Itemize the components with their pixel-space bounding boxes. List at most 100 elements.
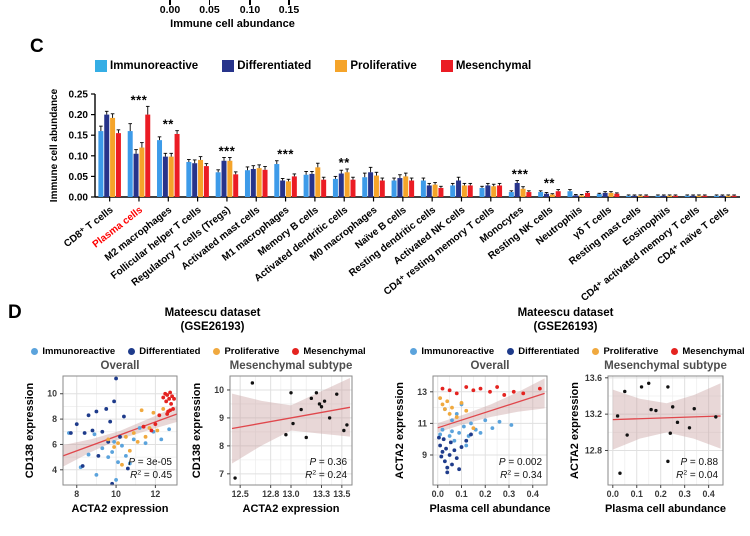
plot-title: Overall — [471, 360, 510, 372]
bar — [637, 195, 643, 197]
y-tick-label: 4 — [52, 465, 57, 475]
x-axis-title: Plasma cell abundance — [429, 503, 550, 515]
x-tick-label: 13.5 — [333, 489, 350, 499]
bar — [303, 174, 309, 197]
axis-tick — [208, 0, 211, 5]
axis-title: Immune cell abundance — [170, 18, 295, 30]
scatter-overall-left: 8 10 12 4 6 8 10 Overall ACTA2 expression CD138 e… — [20, 358, 187, 525]
legend-item-differentiated: Differentiated — [128, 346, 200, 357]
y-tick-label: 6 — [52, 439, 57, 449]
plot-grid — [63, 376, 177, 485]
bar — [391, 180, 397, 197]
bar — [690, 195, 696, 197]
bar — [285, 181, 291, 197]
legend-item-differentiated: Differentiated — [222, 60, 311, 72]
y-tick-label: 10 — [214, 385, 224, 395]
legend-item-mesenchymal: Mesenchymal — [292, 346, 366, 357]
plot-title: Mesenchymal subtype — [230, 360, 353, 372]
legend-swatch-icon — [507, 348, 515, 355]
confidence-band — [232, 377, 350, 464]
legend-swatch-icon — [222, 60, 235, 72]
legend-item-mesenchymal: Mesenchymal — [440, 60, 531, 72]
bar — [309, 173, 315, 197]
y-tick-label: 8 — [219, 441, 224, 451]
bar — [362, 177, 368, 197]
bar — [98, 131, 104, 197]
legend-label: Immunoreactive — [42, 346, 116, 357]
legend-label: Differentiated — [518, 346, 580, 357]
y-tick-label: 8 — [52, 414, 57, 424]
y-tick-label: 0.00 — [69, 193, 89, 204]
bar — [520, 188, 526, 197]
bar — [162, 156, 168, 197]
x-tick-label: 8 — [74, 489, 79, 499]
bar — [514, 182, 520, 197]
x-tick-label: 13.3 — [313, 489, 330, 499]
y-tick-label: 13 — [417, 387, 427, 397]
x-axis-title: Plasma cell abundance — [605, 503, 726, 515]
panel-c-legend: Immunoreactive Differentiated Proliferativ… — [95, 60, 531, 72]
p-value: P = 0.002 — [499, 457, 543, 468]
axis-tick-label: 0.05 — [199, 4, 220, 16]
bar — [714, 195, 720, 197]
r-squared: R2 = 0.34 — [500, 470, 542, 482]
y-tick-label: 0.20 — [69, 110, 89, 121]
bar — [497, 185, 503, 197]
scatter-svg: 8 10 12 4 6 8 10 Overall ACTA2 expression CD138 e… — [24, 360, 178, 515]
y-axis: 0.00 0.05 0.10 0.15 0.20 0.25 Immune cell abun… — [49, 88, 96, 204]
significance-stars: *** — [277, 147, 294, 162]
y-axis-title: ACTA2 expression — [394, 382, 406, 479]
legend-swatch-icon — [292, 348, 300, 355]
bar — [186, 161, 192, 197]
scatter-mesenchymal-left: 12.5 12.8 13.0 13.3 13.5 7 8 9 10 Mesenchymal sub… — [187, 358, 362, 525]
legend-label: Immunoreactive — [110, 60, 199, 72]
bar — [274, 164, 280, 197]
points-mesenchymal — [440, 385, 542, 397]
bar — [203, 166, 209, 197]
x-axis-title: ACTA2 expression — [243, 503, 340, 515]
r-squared: R2 = 0.24 — [305, 470, 347, 482]
bar — [250, 168, 256, 197]
axis-ticks — [227, 389, 343, 488]
bar — [432, 184, 438, 197]
bar — [420, 180, 426, 197]
y-tick-label: 10 — [47, 389, 57, 399]
bar — [192, 163, 198, 197]
bar — [643, 195, 649, 197]
panel-b-axis-fragment: 0.00 0.05 0.10 0.15 Immune cell abundance — [140, 0, 325, 34]
bar — [157, 140, 163, 197]
y-axis-title: Immune cell abundance — [49, 88, 60, 202]
bar — [233, 174, 239, 197]
points-mesenchymal-subtype-samples — [233, 381, 349, 480]
bars: CD8⁺ T cells***Plasma cells**M2 macropha… — [62, 92, 737, 304]
scatter-overall-right: 0.0 0.1 0.2 0.3 0.4 9 11 13 Overall Plasma cell a… — [390, 358, 557, 525]
r-squared: R2 = 0.45 — [130, 470, 172, 482]
axis-tick — [249, 0, 251, 5]
bar — [538, 192, 544, 197]
x-tick-label: 0.3 — [503, 489, 515, 499]
regression-line — [437, 392, 545, 429]
x-tick-label: 0.4 — [527, 489, 539, 499]
r-squared: R2 = 0.04 — [676, 470, 718, 482]
bar — [321, 179, 327, 197]
bar — [373, 175, 379, 197]
p-value: P = 3e-05 — [128, 457, 172, 468]
bar — [379, 180, 385, 197]
x-tick-label: 0.2 — [655, 489, 667, 499]
legend-label: Mesenchymal — [303, 346, 366, 357]
legend-swatch-icon — [335, 60, 348, 72]
significance-stars: *** — [219, 143, 236, 158]
bar — [608, 192, 614, 197]
bar — [244, 170, 250, 197]
bar — [315, 167, 321, 197]
scatter-svg: 0.0 0.1 0.2 0.3 0.4 9 11 13 Overall Plasma cell a… — [394, 360, 551, 515]
bar — [485, 185, 491, 197]
plot-grid — [608, 376, 723, 485]
axis-ticks — [430, 391, 534, 488]
panel-d-legend-left: Immunoreactive Differentiated Proliferativ… — [26, 346, 371, 357]
bar — [555, 191, 561, 197]
legend-item-proliferative: Proliferative — [592, 346, 658, 357]
dataset-title-right: Mateescu dataset (GSE26193) — [463, 306, 668, 334]
